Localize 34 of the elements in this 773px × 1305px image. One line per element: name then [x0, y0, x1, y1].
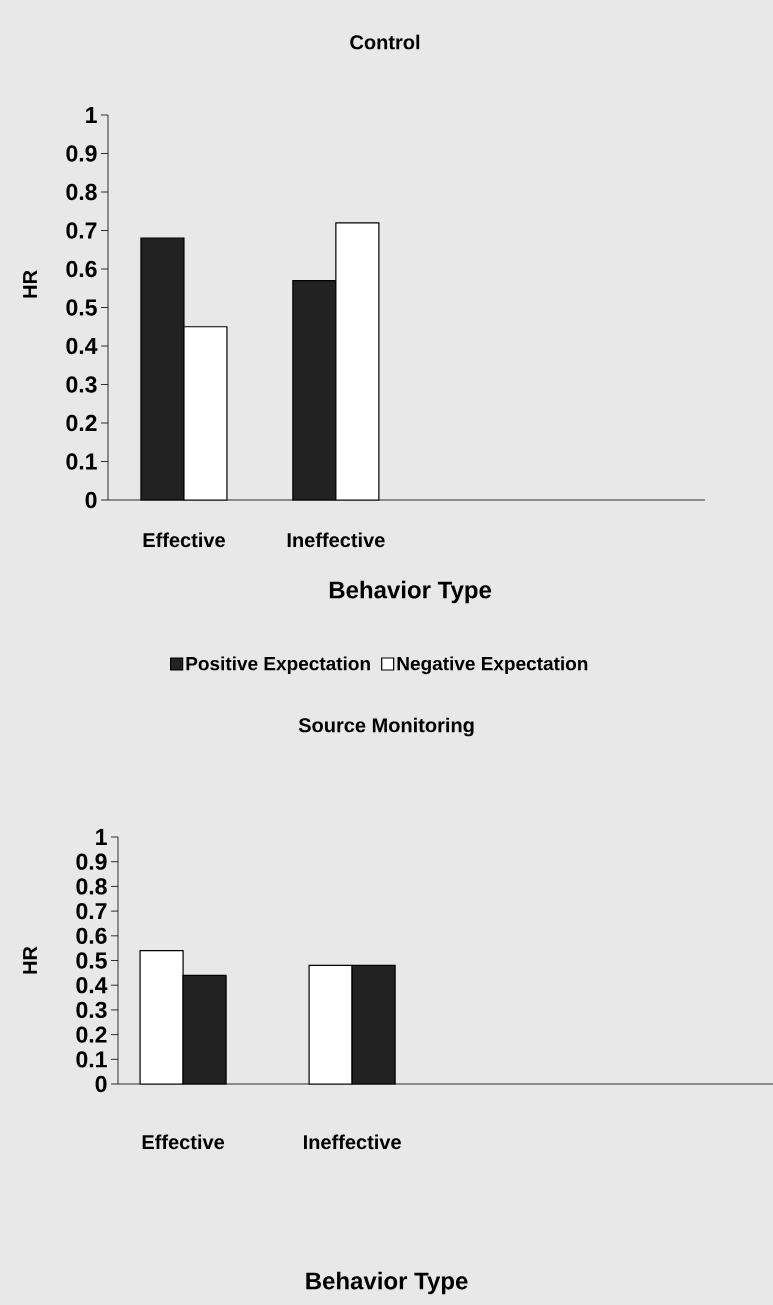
y-tick-label: 0.5 — [66, 299, 97, 316]
x-tick-label: Ineffective — [303, 1134, 401, 1150]
y-axis-title: HR — [23, 270, 37, 298]
chart-title: Control — [350, 34, 420, 50]
y-tick-label: 0.3 — [66, 376, 97, 393]
x-axis-title: Behavior Type — [329, 580, 492, 604]
y-tick-label: 0 — [85, 491, 97, 509]
y-tick-label: 0.2 — [66, 414, 97, 432]
y-tick-label: 0.4 — [76, 977, 108, 994]
y-tick-label: 0.6 — [66, 260, 97, 278]
x-axis-title: Behavior Type — [306, 1271, 468, 1295]
y-tick-label: 0.2 — [76, 1026, 107, 1043]
y-axis-title: HR — [23, 946, 37, 974]
y-tick-label: 0.4 — [66, 337, 98, 355]
x-tick-label: Ineffective — [287, 532, 385, 548]
y-tick-label: 0.3 — [76, 1001, 107, 1019]
y-tick-label: 0.5 — [76, 952, 107, 969]
y-tick-label: 0.9 — [66, 145, 97, 162]
y-tick-label: 0.6 — [76, 927, 107, 944]
y-tick-label: 0.7 — [66, 222, 97, 239]
y-tick-label: 1 — [86, 107, 97, 123]
y-tick-label: 0 — [95, 1075, 107, 1093]
y-tick-label: 0.8 — [66, 183, 97, 201]
legend-label: Positive Expectation — [186, 656, 370, 675]
x-tick-label: Effective — [143, 532, 225, 548]
y-tick-label: 1 — [96, 829, 107, 845]
y-tick-label: 0.1 — [66, 453, 97, 470]
chart-title: Source Monitoring — [298, 717, 474, 737]
x-tick-label: Effective — [142, 1134, 225, 1150]
y-tick-label: 0.7 — [76, 902, 107, 920]
y-tick-label: 0.1 — [76, 1051, 107, 1068]
y-tick-label: 0.8 — [76, 878, 107, 895]
y-tick-label: 0.9 — [76, 853, 107, 870]
legend-label: Negative Expectation — [397, 656, 588, 675]
